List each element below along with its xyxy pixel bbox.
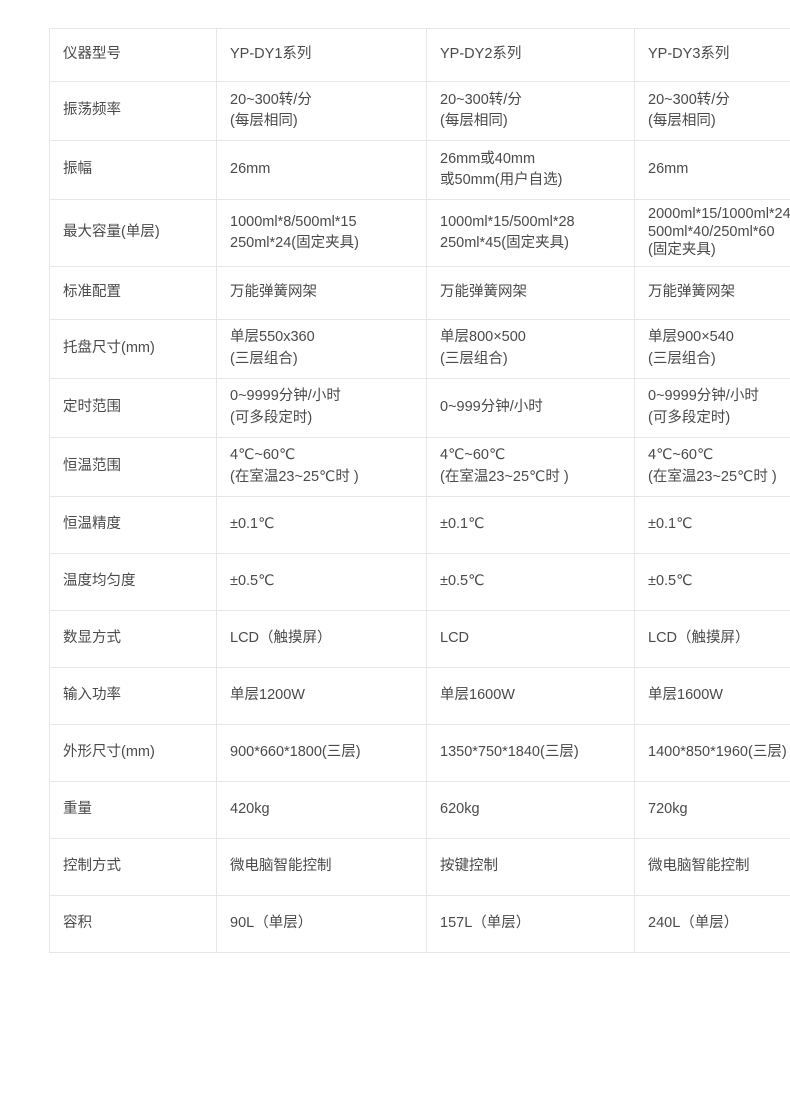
row-label-control-method: 控制方式 <box>49 837 217 896</box>
cell-dy3-input-power: 单层1600W <box>634 666 790 725</box>
table-row: 容积 90L（单层） 157L（单层） 240L（单层） <box>49 894 790 953</box>
cell-dy3-timer-range: 0~9999分钟/小时 (可多段定时) <box>634 377 790 438</box>
table-row: 恒温精度 ±0.1℃ ±0.1℃ ±0.1℃ <box>49 495 790 554</box>
table-row: 输入功率 单层1200W 单层1600W 单层1600W <box>49 666 790 725</box>
table-row: 振幅 26mm 26mm或40mm 或50mm(用户自选) 26mm <box>49 140 790 200</box>
row-label-max-capacity: 最大容量(单层) <box>49 199 217 267</box>
row-label-dimensions: 外形尺寸(mm) <box>49 723 217 782</box>
row-label-oscillation-frequency: 振荡频率 <box>49 81 217 141</box>
table-row: 温度均匀度 ±0.5℃ ±0.5℃ ±0.5℃ <box>49 552 790 611</box>
row-label-instrument-model: 仪器型号 <box>49 28 217 82</box>
cell-dy2-control-method: 按键控制 <box>426 837 635 896</box>
table-row: 控制方式 微电脑智能控制 按键控制 微电脑智能控制 <box>49 837 790 896</box>
cell-dy2-timer-range: 0~999分钟/小时 <box>426 377 635 438</box>
cell-dy3-amplitude: 26mm <box>634 140 790 200</box>
row-label-temperature-uniformity: 温度均匀度 <box>49 552 217 611</box>
cell-dy3-max-capacity: 2000ml*15/1000ml*24 500ml*40/250ml*60 (固… <box>634 199 790 267</box>
cell-dy1-volume: 90L（单层） <box>216 894 427 953</box>
cell-dy3-tray-size: 单层900×540 (三层组合) <box>634 318 790 379</box>
cell-dy3-weight: 720kg <box>634 780 790 839</box>
cell-dy1-weight: 420kg <box>216 780 427 839</box>
cell-dy3-dimensions: 1400*850*1960(三层) <box>634 723 790 782</box>
row-label-volume: 容积 <box>49 894 217 953</box>
table-row: 定时范围 0~9999分钟/小时 (可多段定时) 0~999分钟/小时 0~99… <box>49 377 790 438</box>
cell-dy1-temperature-range: 4℃~60℃ (在室温23~25℃时 ) <box>216 436 427 497</box>
cell-dy2-amplitude: 26mm或40mm 或50mm(用户自选) <box>426 140 635 200</box>
cell-dy1-timer-range: 0~9999分钟/小时 (可多段定时) <box>216 377 427 438</box>
cell-dy3-control-method: 微电脑智能控制 <box>634 837 790 896</box>
table-row: 数显方式 LCD（触摸屏） LCD LCD（触摸屏） <box>49 609 790 668</box>
cell-dy1-control-method: 微电脑智能控制 <box>216 837 427 896</box>
cell-dy2-display-type: LCD <box>426 609 635 668</box>
cell-dy2-temperature-range: 4℃~60℃ (在室温23~25℃时 ) <box>426 436 635 497</box>
row-label-timer-range: 定时范围 <box>49 377 217 438</box>
cell-dy3-instrument-model: YP-DY3系列 <box>634 28 790 82</box>
cell-dy2-instrument-model: YP-DY2系列 <box>426 28 635 82</box>
cell-dy1-tray-size: 单层550x360 (三层组合) <box>216 318 427 379</box>
table-row: 重量 420kg 620kg 720kg <box>49 780 790 839</box>
cell-dy2-max-capacity: 1000ml*15/500ml*28 250ml*45(固定夹具) <box>426 199 635 267</box>
row-label-temperature-range: 恒温范围 <box>49 436 217 497</box>
table-body: 仪器型号 YP-DY1系列 YP-DY2系列 YP-DY3系列 振荡频率 20~… <box>49 28 790 953</box>
cell-dy1-temperature-uniformity: ±0.5℃ <box>216 552 427 611</box>
row-label-temperature-accuracy: 恒温精度 <box>49 495 217 554</box>
table-row: 恒温范围 4℃~60℃ (在室温23~25℃时 ) 4℃~60℃ (在室温23~… <box>49 436 790 497</box>
cell-dy3-volume: 240L（单层） <box>634 894 790 953</box>
cell-dy1-temperature-accuracy: ±0.1℃ <box>216 495 427 554</box>
cell-dy1-input-power: 单层1200W <box>216 666 427 725</box>
cell-dy2-dimensions: 1350*750*1840(三层) <box>426 723 635 782</box>
cell-dy2-standard-configuration: 万能弹簧网架 <box>426 265 635 320</box>
cell-dy2-temperature-uniformity: ±0.5℃ <box>426 552 635 611</box>
cell-dy2-tray-size: 单层800×500 (三层组合) <box>426 318 635 379</box>
cell-dy3-temperature-accuracy: ±0.1℃ <box>634 495 790 554</box>
cell-dy1-standard-configuration: 万能弹簧网架 <box>216 265 427 320</box>
cell-dy3-standard-configuration: 万能弹簧网架 <box>634 265 790 320</box>
product-specification-table: 仪器型号 YP-DY1系列 YP-DY2系列 YP-DY3系列 振荡频率 20~… <box>49 28 790 953</box>
table-row: 外形尺寸(mm) 900*660*1800(三层) 1350*750*1840(… <box>49 723 790 782</box>
cell-dy1-display-type: LCD（触摸屏） <box>216 609 427 668</box>
table-row: 仪器型号 YP-DY1系列 YP-DY2系列 YP-DY3系列 <box>49 28 790 82</box>
table-row: 标准配置 万能弹簧网架 万能弹簧网架 万能弹簧网架 <box>49 265 790 320</box>
cell-dy2-volume: 157L（单层） <box>426 894 635 953</box>
cell-dy1-max-capacity: 1000ml*8/500ml*15 250ml*24(固定夹具) <box>216 199 427 267</box>
cell-dy3-display-type: LCD（触摸屏） <box>634 609 790 668</box>
cell-dy1-instrument-model: YP-DY1系列 <box>216 28 427 82</box>
cell-dy2-temperature-accuracy: ±0.1℃ <box>426 495 635 554</box>
table-row: 托盘尺寸(mm) 单层550x360 (三层组合) 单层800×500 (三层组… <box>49 318 790 379</box>
cell-dy2-weight: 620kg <box>426 780 635 839</box>
row-label-tray-size: 托盘尺寸(mm) <box>49 318 217 379</box>
row-label-standard-configuration: 标准配置 <box>49 265 217 320</box>
cell-dy2-oscillation-frequency: 20~300转/分 (每层相同) <box>426 81 635 141</box>
cell-dy3-temperature-range: 4℃~60℃ (在室温23~25℃时 ) <box>634 436 790 497</box>
row-label-input-power: 输入功率 <box>49 666 217 725</box>
cell-dy1-oscillation-frequency: 20~300转/分 (每层相同) <box>216 81 427 141</box>
row-label-weight: 重量 <box>49 780 217 839</box>
table-row: 最大容量(单层) 1000ml*8/500ml*15 250ml*24(固定夹具… <box>49 199 790 267</box>
row-label-amplitude: 振幅 <box>49 140 217 200</box>
cell-dy1-dimensions: 900*660*1800(三层) <box>216 723 427 782</box>
table-row: 振荡频率 20~300转/分 (每层相同) 20~300转/分 (每层相同) 2… <box>49 81 790 141</box>
cell-dy2-input-power: 单层1600W <box>426 666 635 725</box>
cell-dy3-oscillation-frequency: 20~300转/分 (每层相同) <box>634 81 790 141</box>
cell-dy3-temperature-uniformity: ±0.5℃ <box>634 552 790 611</box>
row-label-display-type: 数显方式 <box>49 609 217 668</box>
cell-dy1-amplitude: 26mm <box>216 140 427 200</box>
